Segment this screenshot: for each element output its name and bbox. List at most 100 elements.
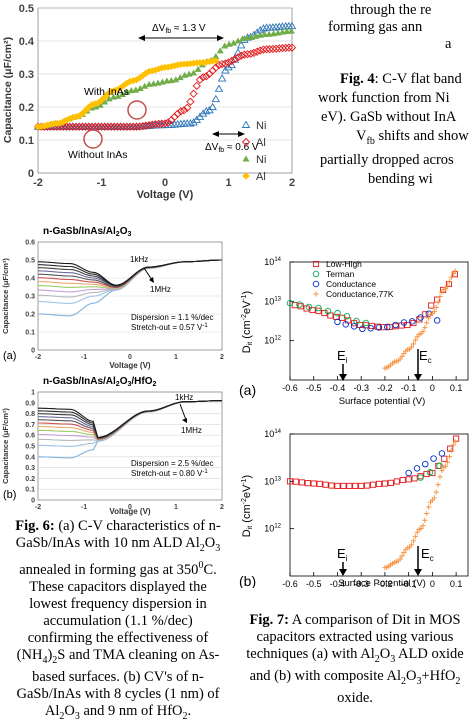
data-point: [205, 69, 214, 79]
x-tick-label: -0.6: [282, 579, 298, 588]
data-point: [101, 98, 109, 105]
data-point: [100, 122, 109, 131]
data-point: [281, 43, 290, 52]
data-point: [413, 465, 421, 472]
data-point: [452, 439, 458, 445]
y-tick-label: 0.2: [25, 312, 35, 319]
data-point: [186, 97, 195, 106]
caption-text: (NH: [16, 646, 43, 663]
fig6-caption-label: Fig. 6:: [15, 518, 55, 534]
data-point: [316, 480, 323, 487]
fig4-plot-area: 0 0.1 0.2 0.3 0.4 0.5 -2 -1 0 1 2: [19, 3, 297, 189]
data-point: [437, 293, 443, 300]
data-point: [221, 59, 230, 68]
x-tick-label: 1: [225, 177, 231, 189]
fig7a-panel-label: (a): [239, 382, 256, 398]
delta-vfb: ΔV: [205, 142, 219, 153]
fig4-annot-bottom: ΔVfb ≈ 0.6 V: [205, 142, 259, 154]
fig6a-stretch-out: Stretch-out = 0.57 V-1: [131, 323, 208, 332]
data-point: [123, 79, 131, 87]
data-point: [423, 470, 430, 478]
data-point: [435, 482, 441, 488]
data-point: [141, 121, 151, 130]
title-text: n-GaSb/InAs/Al: [43, 226, 116, 237]
data-point: [190, 69, 198, 76]
data-point: [374, 323, 381, 330]
data-point: [364, 482, 371, 489]
data-point: [189, 89, 198, 98]
fig7b-dit-chart: 1012 1013 1014 -0.6 -0.5 -0.4 -0.3 -0.2 -0.1 0 0.…: [239, 429, 469, 588]
y-tick-label: 0.5: [25, 258, 35, 265]
x-tick-label: -2: [35, 504, 41, 511]
arrowhead-icon: [149, 277, 154, 283]
fig6b-title: n-GaSb/InAs/Al2O3/HfO2: [43, 376, 157, 388]
fig6a-cv-chart: n-GaSb/InAs/Al2O3 00.10.20.30.40.50.6 -2…: [1, 226, 224, 370]
y-tick-label: 1013: [264, 296, 281, 306]
legend-marker: [312, 270, 320, 278]
fig4-cv-chart: 0 0.1 0.2 0.3 0.4 0.5 -2 -1 0 1 2 Capacitance (μF…: [2, 3, 297, 201]
title-sub: 3: [127, 381, 131, 388]
data-point: [110, 122, 119, 131]
fig4-caption-label: Fig. 4: [340, 71, 375, 87]
series-conductance: [405, 450, 446, 477]
y-tick-label: 1014: [264, 257, 281, 267]
x-tick-label: -0.2: [377, 383, 393, 393]
data-point: [436, 462, 443, 469]
y-tick-label: 0.6: [25, 240, 35, 247]
series-terman: [286, 299, 370, 327]
fig4-caption-line: Fig. 4: C-V flat band: [300, 70, 474, 89]
delta-vfb-value: ≈ 0.6 V: [224, 142, 259, 153]
legend-label: Ni: [256, 154, 266, 166]
data-point: [422, 325, 428, 331]
data-point: [286, 478, 294, 485]
ei-text: E: [337, 546, 346, 561]
data-point: [123, 88, 131, 95]
dit-text: eV: [241, 484, 253, 498]
body-text-top-right: through the re forming gas ann a: [322, 2, 474, 53]
circle-marker-icon: [127, 100, 147, 120]
data-point: [453, 435, 460, 442]
data-point: [208, 102, 217, 111]
caption-text: annealed in forming gas at 350: [19, 561, 199, 578]
data-point: [334, 482, 341, 489]
x-tick-label: -1: [97, 177, 107, 189]
data-point: [381, 480, 388, 487]
delta-vfb-sub: fb: [218, 147, 224, 154]
data-point: [410, 341, 417, 347]
fig4-gridlines: [38, 7, 292, 141]
x-tick-label: 0: [430, 383, 435, 393]
ec-text: E: [419, 348, 428, 363]
series-low-high: [286, 435, 460, 489]
caption-text: C.: [203, 561, 217, 578]
fig6a-freq-high: 1kHz: [130, 255, 148, 264]
cv-curve: [38, 259, 222, 289]
stretch-text: Stretch-out = 0.57 V: [131, 323, 203, 332]
data-point: [384, 323, 391, 331]
data-point: [392, 321, 399, 329]
y-tick-label: 0: [31, 498, 35, 505]
caption-text: O: [379, 646, 391, 662]
data-point: [444, 459, 451, 465]
data-point: [370, 481, 377, 488]
fig4-x-ticks: -2 -1 0 1 2: [33, 177, 295, 189]
fig6b-stretch-out: Stretch-out = 0.80 V-1: [131, 469, 208, 478]
series-ni-2: [34, 27, 295, 130]
y-tick-label: 0.6: [25, 433, 35, 440]
cv-curve: [38, 259, 222, 317]
data-point: [126, 77, 134, 85]
legend-marker: [241, 137, 251, 147]
y-tick-label: 0.4: [19, 36, 35, 48]
data-point: [119, 122, 128, 131]
caption-sub: 2: [374, 653, 380, 665]
ei-label: Ei: [337, 546, 348, 563]
data-point: [298, 479, 305, 486]
data-point: [230, 39, 238, 46]
legend-marker: [242, 155, 250, 162]
x-tick-label: -0.5: [306, 579, 322, 588]
caption-line: Al2O3 and 9 nm of HfO2.: [0, 703, 236, 725]
body-text-line: through the re: [350, 2, 432, 18]
x-tick-label: -0.6: [282, 383, 298, 393]
dit-sup: -2: [241, 498, 248, 504]
caption-text: (a) C-V characteristics of n-: [54, 518, 221, 534]
fig6b-panel-label: (b): [3, 489, 16, 501]
